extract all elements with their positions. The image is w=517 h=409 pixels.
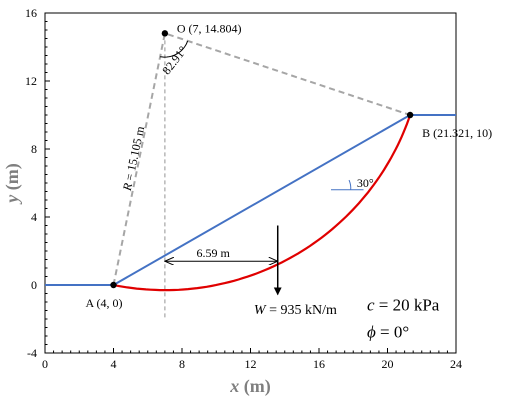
friction-angle-label: ϕ = 0° bbox=[367, 323, 409, 342]
radius-label: R = 15.105 m bbox=[120, 124, 148, 193]
radius-var: R bbox=[120, 181, 136, 193]
slope-angle-arc bbox=[348, 179, 352, 190]
cohesion-value: = 20 kPa bbox=[374, 296, 439, 315]
axis-ticks: 0 4 8 12 16 20 24 -4 0 4 8 12 16 bbox=[25, 6, 462, 371]
y-tick-label: 8 bbox=[31, 142, 37, 156]
key-points bbox=[110, 30, 414, 289]
slope-profile-line bbox=[45, 114, 456, 286]
cohesion-var: c bbox=[367, 296, 375, 315]
point-b-marker bbox=[406, 111, 414, 119]
point-o-label: O (7, 14.804) bbox=[177, 21, 242, 35]
friction-value: = 0° bbox=[376, 323, 409, 342]
radius-lines bbox=[112, 31, 411, 286]
y-tick-label: 4 bbox=[31, 210, 37, 224]
x-tick-label: 0 bbox=[42, 357, 48, 371]
x-tick-label: 4 bbox=[111, 357, 117, 371]
y-tick-label: 16 bbox=[25, 6, 37, 20]
x-axis-unit: (m) bbox=[239, 376, 270, 397]
central-angle-arc bbox=[160, 40, 189, 58]
point-a-marker bbox=[110, 281, 117, 289]
x-tick-label: 8 bbox=[179, 357, 185, 371]
x-tick-label: 20 bbox=[382, 357, 394, 371]
point-b-label: B (21.321, 10) bbox=[422, 126, 492, 140]
y-axis-var: y bbox=[2, 194, 22, 205]
x-tick-label: 24 bbox=[450, 357, 462, 371]
cohesion-label: c = 20 kPa bbox=[367, 296, 440, 315]
central-angle-label: 82.91° bbox=[159, 43, 190, 77]
point-o-marker bbox=[161, 30, 169, 37]
weight-label: W = 935 kN/m bbox=[254, 303, 337, 318]
weight-value: = 935 kN/m bbox=[266, 303, 337, 318]
construction-lines bbox=[112, 31, 411, 319]
series-lines bbox=[45, 114, 456, 296]
y-tick-label: 12 bbox=[25, 74, 37, 88]
x-axis-title: x (m) bbox=[229, 376, 270, 397]
y-axis-unit: (m) bbox=[2, 163, 23, 194]
lever-arm-label: 6.59 m bbox=[197, 246, 231, 260]
x-axis-var: x bbox=[229, 376, 239, 396]
y-tick-label: -4 bbox=[27, 346, 37, 360]
x-tick-label: 12 bbox=[245, 357, 257, 371]
weight-var: W bbox=[254, 303, 267, 318]
slip-circle-line bbox=[113, 114, 412, 292]
y-tick-label: 0 bbox=[31, 278, 37, 292]
radius-value: = 15.105 m bbox=[121, 124, 147, 184]
point-a-label: A (4, 0) bbox=[86, 296, 123, 310]
slope-angle-label: 30° bbox=[357, 176, 374, 190]
y-axis-title: y (m) bbox=[2, 163, 23, 204]
x-tick-label: 16 bbox=[313, 357, 325, 371]
friction-var: ϕ bbox=[367, 323, 376, 342]
